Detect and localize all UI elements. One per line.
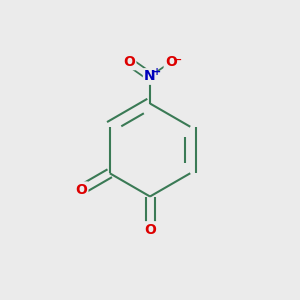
Text: O: O	[123, 55, 135, 69]
Text: −: −	[173, 55, 182, 64]
Text: O: O	[75, 183, 87, 197]
Text: +: +	[152, 67, 161, 77]
Text: O: O	[165, 55, 177, 69]
Text: O: O	[144, 223, 156, 236]
Text: N: N	[144, 70, 156, 83]
